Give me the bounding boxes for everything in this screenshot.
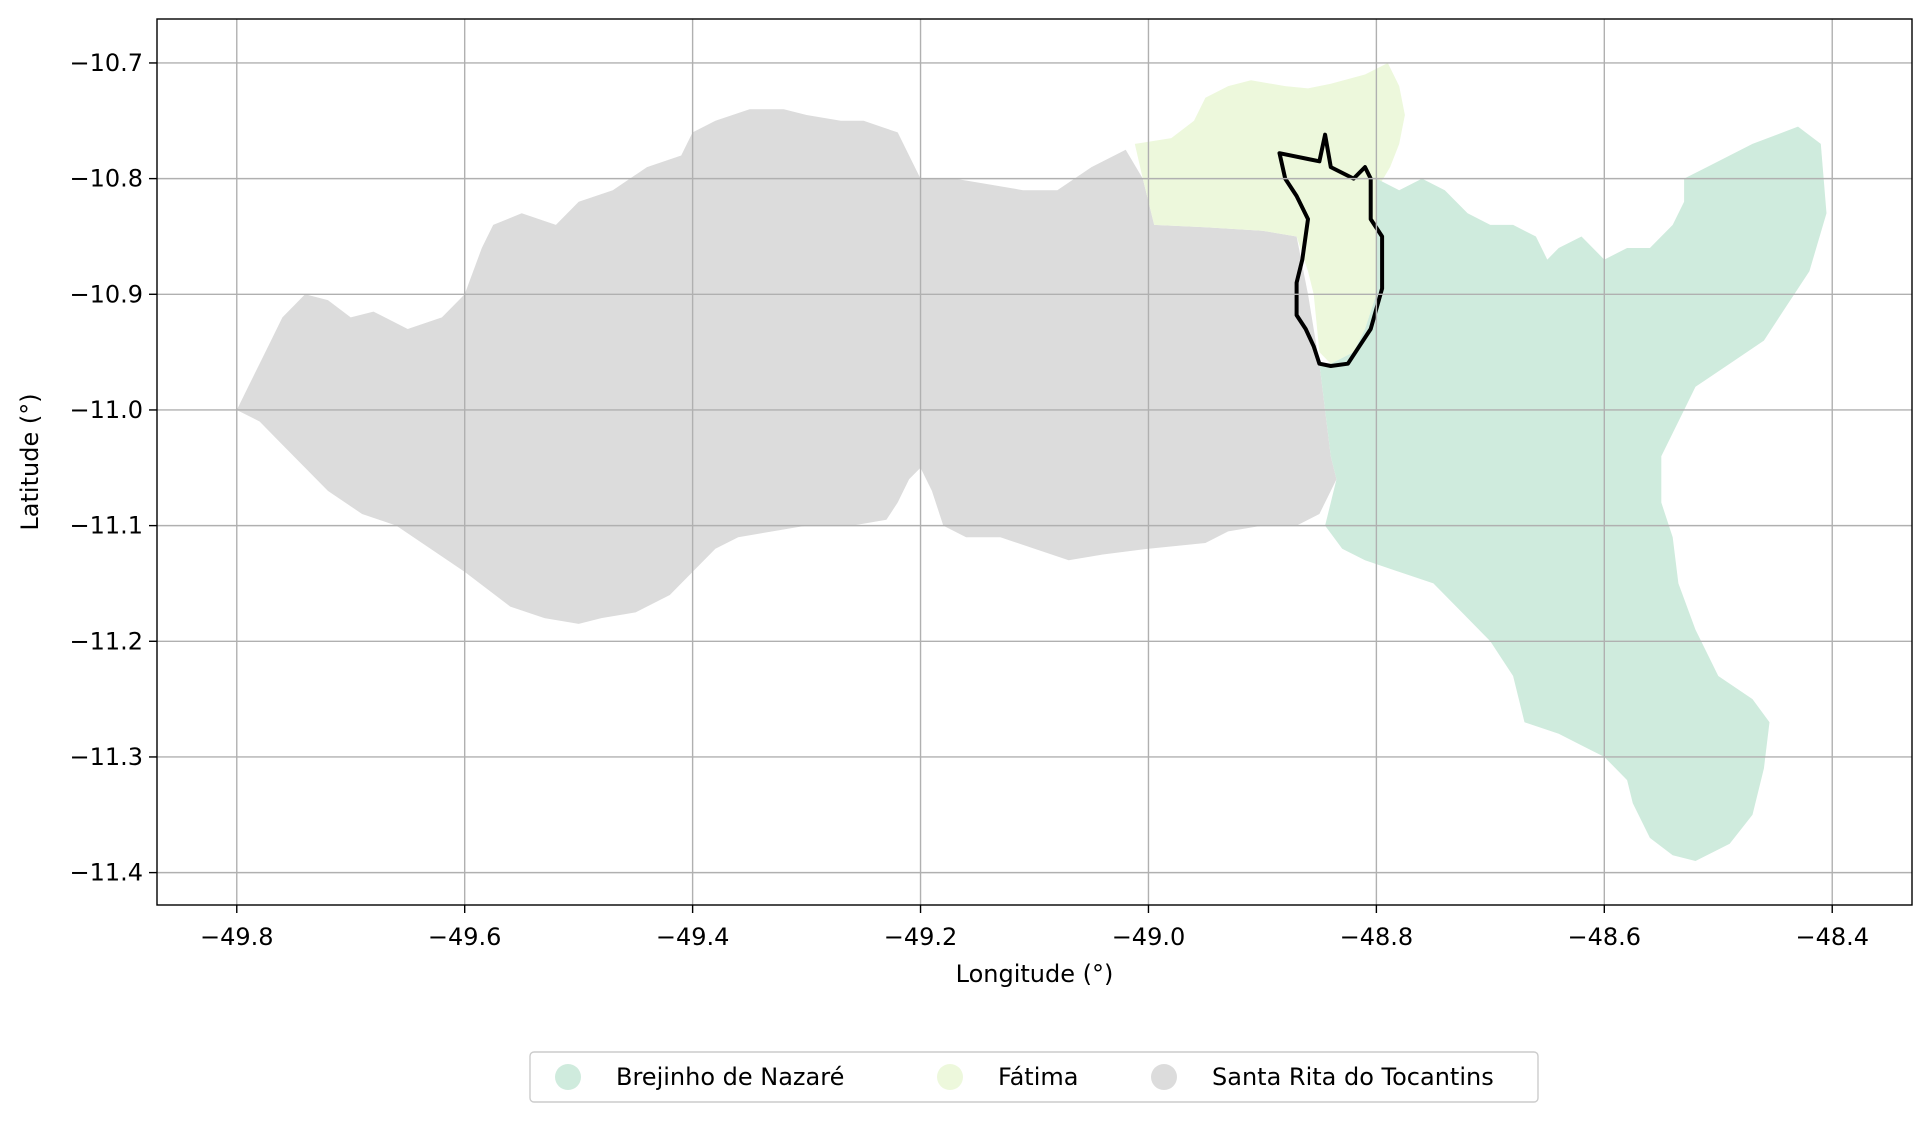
legend-swatch-brejinho-de-nazare — [555, 1064, 581, 1090]
legend-label-fatima: Fátima — [998, 1063, 1078, 1091]
x-tick-label: −49.4 — [656, 923, 730, 951]
x-tick-label: −48.4 — [1795, 923, 1869, 951]
x-tick-label: −48.6 — [1568, 923, 1642, 951]
region-santa-rita-do-tocantins — [236, 109, 1337, 624]
x-tick-label: −49.0 — [1112, 923, 1186, 951]
legend-swatch-fatima — [937, 1064, 963, 1090]
region-fatima — [1134, 63, 1405, 364]
legend-frame — [529, 1051, 1539, 1103]
y-tick-label: −11.0 — [69, 396, 143, 424]
x-tick-label: −49.6 — [428, 923, 502, 951]
y-tick-label: −10.9 — [69, 280, 143, 308]
outline-layer — [1277, 132, 1385, 368]
axes-frame — [156, 18, 1913, 906]
x-tick-label: −49.8 — [200, 923, 274, 951]
region-brejinho-de-nazare — [1319, 126, 1827, 862]
legend-label-santa-rita-do-tocantins: Santa Rita do Tocantins — [1212, 1063, 1494, 1091]
legend: Brejinho de Nazaré Fátima Santa Rita do To… — [529, 1051, 1539, 1103]
y-tick-label: −11.4 — [69, 859, 143, 887]
y-tick-label: −11.3 — [69, 743, 143, 771]
x-tick-label: −49.2 — [884, 923, 958, 951]
x-tick-label: −48.8 — [1340, 923, 1414, 951]
grid-layer — [157, 19, 1912, 905]
legend-label-brejinho-de-nazare: Brejinho de Nazaré — [616, 1063, 844, 1091]
regions-layer — [236, 63, 1827, 862]
y-tick-label: −11.2 — [69, 627, 143, 655]
legend-swatch-santa-rita-do-tocantins — [1151, 1064, 1177, 1090]
y-tick-label: −10.8 — [69, 165, 143, 193]
highlight-outline — [1277, 132, 1385, 368]
x-axis-label: Longitude (°) — [956, 960, 1114, 988]
x-ticks: −49.8 −49.6 −49.4 −49.2 −49.0 −48.8 −48.6 −48.4 — [200, 905, 1869, 951]
y-axis-label: Latitude (°) — [16, 393, 44, 530]
y-ticks: −10.7 −10.8 −10.9 −11.0 −11.1 −11.2 −11.3 −11.4 — [69, 49, 157, 887]
y-tick-label: −11.1 — [69, 512, 143, 540]
y-tick-label: −10.7 — [69, 49, 143, 77]
